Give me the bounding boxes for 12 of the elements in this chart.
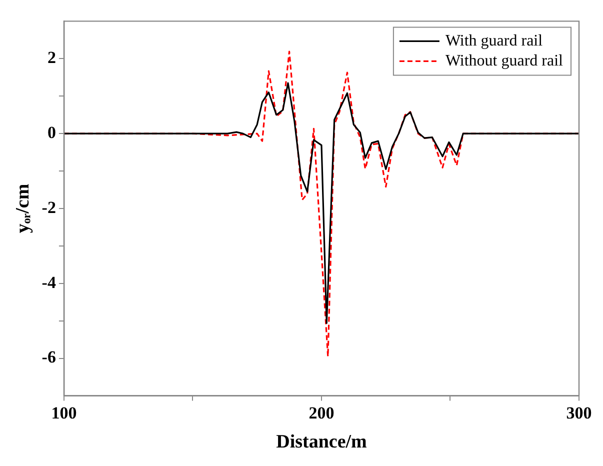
x-axis-title: Distance/m bbox=[276, 432, 368, 453]
legend-label: With guard rail bbox=[445, 32, 544, 50]
y-tick-label: -4 bbox=[42, 272, 56, 292]
y-tick-label: 2 bbox=[47, 48, 56, 68]
y-tick-label: -2 bbox=[42, 198, 56, 217]
x-tick-label: 200 bbox=[308, 403, 334, 422]
x-tick-label: 100 bbox=[51, 403, 77, 422]
legend-label: Without guard rail bbox=[445, 52, 564, 70]
y-tick-label: -6 bbox=[42, 348, 56, 367]
y-tick-label: 0 bbox=[47, 122, 56, 142]
x-tick-label: 300 bbox=[566, 403, 592, 422]
y-axis-title: yₒᵣ/cm bbox=[12, 184, 34, 234]
